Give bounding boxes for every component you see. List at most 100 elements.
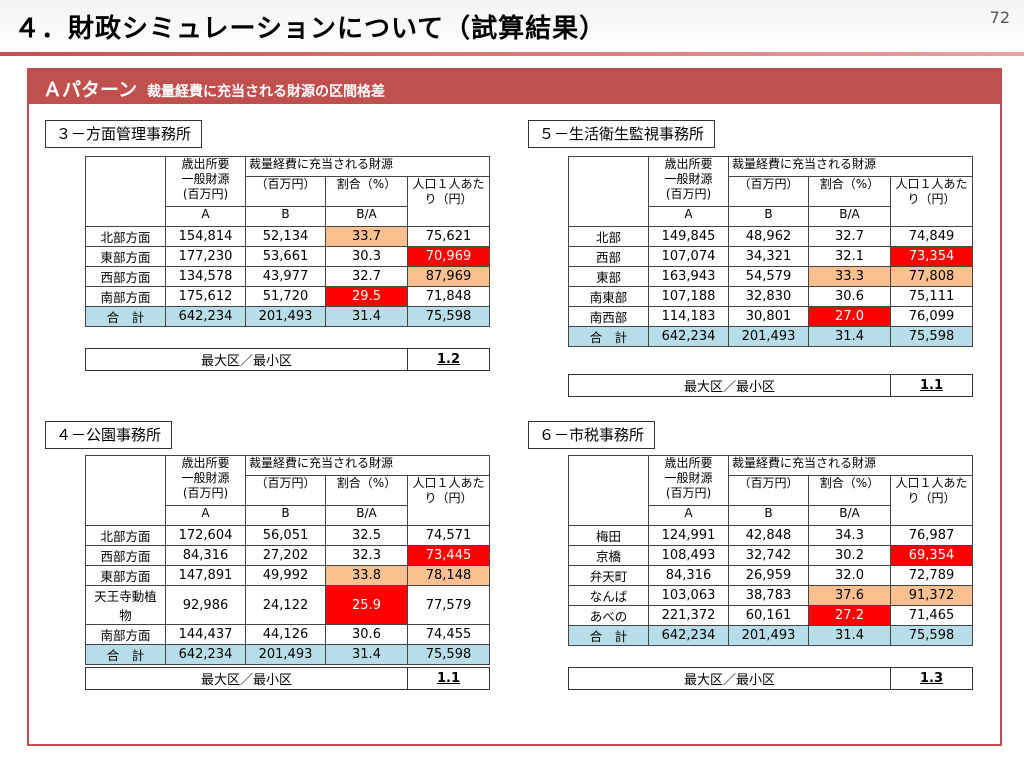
header-group: 裁量経費に充当される財源 xyxy=(245,156,490,177)
office-budget-table: 歳出所要 一般財源 (百万円) 裁量経費に充当される財源 （百万円） 割合（%） 人口１人あ… xyxy=(85,455,490,665)
header-ratio: 割合（%） xyxy=(325,176,408,207)
table-row: 西部 107,074 34,321 32.1 73,354 xyxy=(568,246,973,267)
discretionary-value: 49,992 xyxy=(245,565,326,586)
total-row: 合 計 642,234 201,493 31.4 75,598 xyxy=(85,306,490,327)
row-label: 南東部 xyxy=(568,286,649,307)
pattern-label: Ａパターン xyxy=(43,79,138,101)
per-capita-value: 71,465 xyxy=(890,605,973,626)
total-ratio: 31.4 xyxy=(325,644,408,665)
row-label: 弁天町 xyxy=(568,565,649,586)
per-capita-value: 91,372 xyxy=(890,585,973,606)
table-row: 東部 163,943 54,579 33.3 77,808 xyxy=(568,266,973,287)
header-group: 裁量経費に充当される財源 xyxy=(728,455,973,476)
row-label: 南部方面 xyxy=(85,624,166,645)
office-label: ４－公園事務所 xyxy=(45,421,173,449)
discretionary-value: 24,122 xyxy=(245,585,326,625)
max-min-ratio-table: 最大区／最小区 1.1 xyxy=(568,374,973,397)
ratio-value: 32.1 xyxy=(808,246,891,267)
office-budget-table: 歳出所要 一般財源 (百万円) 裁量経費に充当される財源 （百万円） 割合（%） 人口１人あ… xyxy=(568,455,973,646)
revenue-value: 172,604 xyxy=(165,525,246,546)
page-number: 72 xyxy=(989,8,1010,27)
header-ratio: 割合（%） xyxy=(808,176,891,207)
revenue-value: 84,316 xyxy=(165,545,246,566)
row-label: あべの xyxy=(568,605,649,626)
header-million: （百万円） xyxy=(245,475,326,506)
row-label: 西部方面 xyxy=(85,545,166,566)
header-per-capita: 人口１人あた り（円） xyxy=(407,475,490,526)
header-col-b: B xyxy=(728,505,809,526)
max-min-value: 1.1 xyxy=(890,374,973,397)
table-row: 北部方面 172,604 56,051 32.5 74,571 xyxy=(85,525,490,546)
table-row: 東部方面 147,891 49,992 33.8 78,148 xyxy=(85,565,490,586)
table-row: 南東部 107,188 32,830 30.6 75,111 xyxy=(568,286,973,307)
per-capita-value: 87,969 xyxy=(407,266,490,287)
ratio-value: 25.9 xyxy=(325,585,408,625)
table-row: 南部方面 144,437 44,126 30.6 74,455 xyxy=(85,624,490,645)
discretionary-value: 44,126 xyxy=(245,624,326,645)
revenue-value: 221,372 xyxy=(648,605,729,626)
revenue-value: 114,183 xyxy=(648,306,729,327)
row-label: 梅田 xyxy=(568,525,649,546)
total-label: 合 計 xyxy=(85,644,166,665)
header-per-capita: 人口１人あた り（円） xyxy=(407,176,490,227)
header-ratio: 割合（%） xyxy=(808,475,891,506)
row-label: 北部 xyxy=(568,226,649,247)
header-empty-cell xyxy=(85,156,166,227)
max-min-label: 最大区／最小区 xyxy=(85,667,408,690)
total-label: 合 計 xyxy=(568,625,649,646)
per-capita-value: 70,969 xyxy=(407,246,490,267)
per-capita-value: 71,848 xyxy=(407,286,490,307)
discretionary-value: 48,962 xyxy=(728,226,809,247)
per-capita-value: 77,579 xyxy=(407,585,490,625)
revenue-value: 108,493 xyxy=(648,545,729,566)
page-title: ４．財政シミュレーションについて（試算結果） xyxy=(14,14,607,44)
total-revenue: 642,234 xyxy=(648,326,729,347)
max-min-value: 1.1 xyxy=(407,667,490,690)
row-label: 東部方面 xyxy=(85,565,166,586)
per-capita-value: 74,849 xyxy=(890,226,973,247)
per-capita-value: 75,111 xyxy=(890,286,973,307)
per-capita-value: 76,987 xyxy=(890,525,973,546)
total-per-capita: 75,598 xyxy=(407,306,490,327)
ratio-value: 37.6 xyxy=(808,585,891,606)
header-per-capita: 人口１人あた り（円） xyxy=(890,475,973,526)
revenue-value: 107,074 xyxy=(648,246,729,267)
row-label: 西部方面 xyxy=(85,266,166,287)
discretionary-value: 34,321 xyxy=(728,246,809,267)
ratio-value: 33.7 xyxy=(325,226,408,247)
ratio-value: 30.3 xyxy=(325,246,408,267)
header-million: （百万円） xyxy=(728,475,809,506)
max-min-label: 最大区／最小区 xyxy=(568,374,891,397)
discretionary-value: 27,202 xyxy=(245,545,326,566)
total-discretionary: 201,493 xyxy=(245,644,326,665)
table-row: 京橋 108,493 32,742 30.2 69,354 xyxy=(568,545,973,566)
per-capita-value: 74,455 xyxy=(407,624,490,645)
ratio-value: 33.8 xyxy=(325,565,408,586)
revenue-value: 149,845 xyxy=(648,226,729,247)
office-label: ５－生活衛生監視事務所 xyxy=(528,120,716,148)
ratio-value: 32.0 xyxy=(808,565,891,586)
total-per-capita: 75,598 xyxy=(890,625,973,646)
header-revenue: 歳出所要 一般財源 (百万円) xyxy=(165,156,246,207)
max-min-value: 1.3 xyxy=(890,667,973,690)
pattern-header-bar: Ａパターン 裁量経費に充当される財源の区間格差 xyxy=(29,70,1000,104)
header-col-ba: B/A xyxy=(325,206,408,227)
total-discretionary: 201,493 xyxy=(728,326,809,347)
row-label: 南部方面 xyxy=(85,286,166,307)
discretionary-value: 54,579 xyxy=(728,266,809,287)
ratio-value: 32.3 xyxy=(325,545,408,566)
revenue-value: 177,230 xyxy=(165,246,246,267)
revenue-value: 144,437 xyxy=(165,624,246,645)
total-per-capita: 75,598 xyxy=(890,326,973,347)
per-capita-value: 73,445 xyxy=(407,545,490,566)
revenue-value: 154,814 xyxy=(165,226,246,247)
table-row: 西部方面 134,578 43,977 32.7 87,969 xyxy=(85,266,490,287)
max-min-ratio-table: 最大区／最小区 1.3 xyxy=(568,667,973,690)
ratio-value: 30.6 xyxy=(325,624,408,645)
header-col-a: A xyxy=(648,505,729,526)
per-capita-value: 73,354 xyxy=(890,246,973,267)
header-divider xyxy=(0,52,1024,56)
ratio-value: 32.7 xyxy=(325,266,408,287)
table-row: あべの 221,372 60,161 27.2 71,465 xyxy=(568,605,973,626)
row-label: 南西部 xyxy=(568,306,649,327)
